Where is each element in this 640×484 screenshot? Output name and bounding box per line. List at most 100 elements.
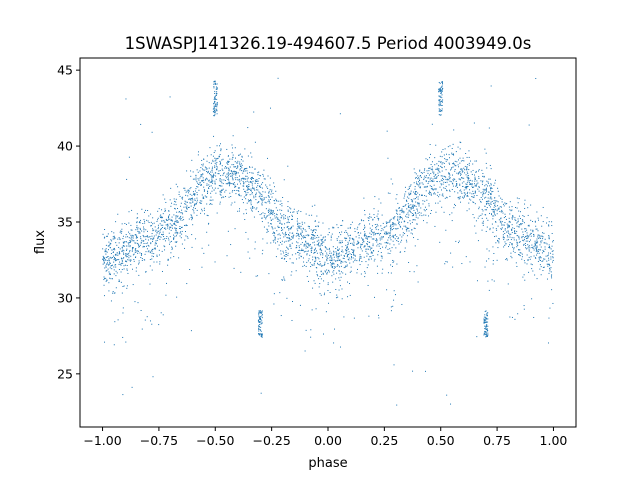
data-point bbox=[120, 281, 122, 283]
data-point bbox=[332, 281, 334, 283]
data-point bbox=[138, 260, 140, 262]
data-point bbox=[181, 209, 183, 211]
data-point bbox=[195, 238, 197, 240]
data-point bbox=[419, 182, 421, 184]
data-point bbox=[466, 167, 468, 169]
data-point bbox=[290, 274, 292, 276]
data-point bbox=[467, 164, 469, 166]
data-point bbox=[544, 248, 546, 250]
data-point bbox=[512, 215, 514, 217]
data-point bbox=[469, 189, 471, 191]
data-point bbox=[193, 212, 195, 214]
data-point bbox=[199, 181, 201, 183]
data-point bbox=[389, 237, 391, 239]
data-point bbox=[164, 240, 166, 242]
data-point bbox=[170, 219, 172, 221]
data-point bbox=[192, 224, 194, 226]
data-point bbox=[108, 258, 110, 260]
data-point bbox=[485, 334, 487, 336]
data-point bbox=[371, 252, 373, 254]
data-point bbox=[136, 225, 138, 227]
data-point bbox=[357, 268, 358, 270]
data-point bbox=[191, 215, 193, 217]
data-point bbox=[338, 248, 340, 250]
data-point bbox=[412, 219, 414, 221]
data-point bbox=[392, 235, 394, 237]
data-point bbox=[457, 192, 459, 194]
data-point bbox=[302, 257, 304, 259]
data-point bbox=[451, 182, 453, 184]
data-point bbox=[490, 188, 492, 190]
data-point bbox=[280, 250, 282, 252]
data-point bbox=[158, 249, 160, 251]
data-point bbox=[150, 238, 152, 240]
data-point bbox=[417, 210, 419, 212]
data-point bbox=[238, 178, 240, 180]
data-point bbox=[326, 248, 328, 250]
data-point bbox=[126, 269, 128, 271]
data-point bbox=[406, 228, 408, 230]
data-point bbox=[346, 251, 348, 253]
data-point bbox=[192, 191, 194, 193]
data-point bbox=[326, 254, 328, 256]
data-point bbox=[138, 274, 140, 276]
data-point bbox=[361, 244, 363, 246]
data-point bbox=[181, 233, 183, 235]
data-point bbox=[536, 240, 538, 242]
data-point bbox=[113, 235, 115, 237]
data-point bbox=[184, 187, 186, 189]
data-point bbox=[157, 217, 159, 219]
data-point bbox=[506, 257, 508, 259]
data-point bbox=[421, 215, 423, 217]
data-point bbox=[473, 201, 475, 203]
data-point bbox=[323, 236, 325, 238]
data-point bbox=[445, 159, 447, 161]
data-point bbox=[444, 158, 446, 160]
data-point bbox=[472, 190, 474, 192]
data-point bbox=[545, 255, 547, 257]
data-point bbox=[162, 231, 164, 233]
data-point bbox=[105, 266, 107, 268]
data-point bbox=[440, 92, 442, 94]
data-point bbox=[302, 228, 304, 230]
data-point bbox=[213, 135, 215, 137]
data-point bbox=[161, 233, 163, 235]
data-point bbox=[397, 238, 399, 240]
data-point bbox=[440, 86, 442, 88]
data-point bbox=[369, 227, 371, 229]
data-point bbox=[478, 169, 480, 171]
data-point bbox=[260, 213, 262, 215]
data-point bbox=[372, 245, 374, 247]
data-point bbox=[207, 171, 209, 173]
data-point bbox=[219, 201, 221, 203]
data-point bbox=[434, 174, 436, 176]
data-point bbox=[237, 165, 239, 167]
data-point bbox=[138, 232, 140, 234]
data-point bbox=[182, 196, 184, 198]
data-point bbox=[175, 183, 177, 185]
data-point bbox=[115, 264, 117, 266]
data-point bbox=[299, 252, 301, 254]
data-point bbox=[424, 175, 426, 177]
data-point bbox=[456, 185, 458, 187]
data-point bbox=[185, 194, 187, 196]
data-point bbox=[430, 193, 432, 195]
data-point bbox=[311, 236, 313, 238]
data-point bbox=[180, 231, 182, 233]
data-point bbox=[392, 222, 394, 224]
data-point bbox=[283, 276, 285, 278]
data-point bbox=[438, 88, 440, 90]
data-point bbox=[475, 232, 477, 234]
data-point bbox=[376, 265, 378, 267]
data-point bbox=[157, 210, 159, 212]
data-point bbox=[526, 254, 528, 256]
data-point bbox=[459, 197, 461, 199]
data-point bbox=[259, 312, 261, 314]
data-point bbox=[359, 264, 361, 266]
data-point bbox=[468, 169, 470, 171]
data-point bbox=[191, 217, 193, 219]
data-point bbox=[132, 254, 134, 256]
data-point bbox=[482, 224, 484, 226]
data-point bbox=[162, 314, 164, 316]
data-point bbox=[368, 258, 370, 260]
